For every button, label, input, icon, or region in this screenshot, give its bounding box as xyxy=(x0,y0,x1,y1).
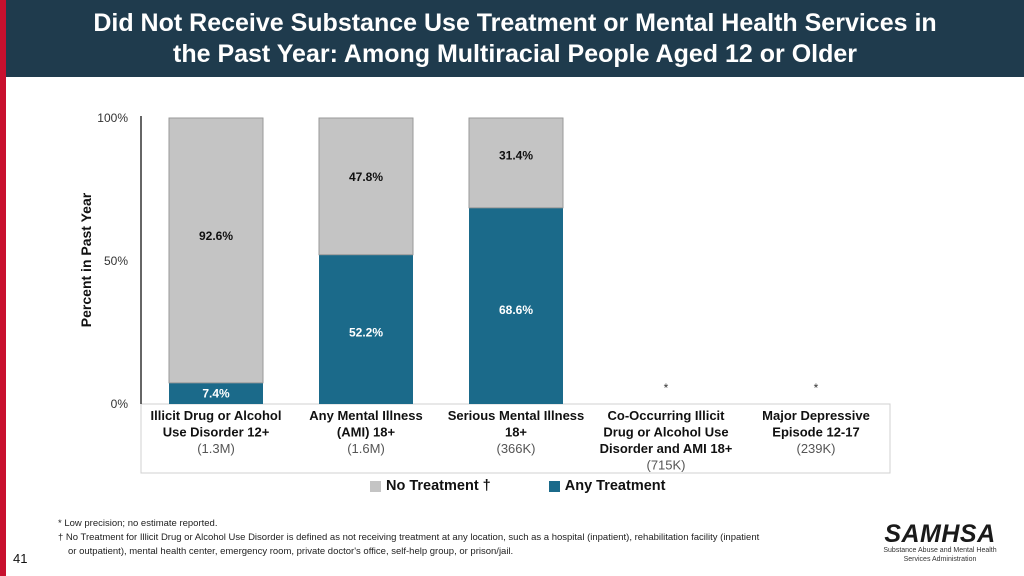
legend: No Treatment † Any Treatment xyxy=(370,478,665,494)
data-label-no-treatment: 47.8% xyxy=(349,170,383,184)
logo-wordmark: SAMHSA xyxy=(884,520,996,548)
x-category-n: (366K) xyxy=(496,441,535,456)
y-tick-label: 100% xyxy=(97,111,128,125)
x-category-n: (1.3M) xyxy=(197,441,235,456)
x-category-label: Any Mental Illness xyxy=(309,408,422,423)
legend-label-no-treatment: No Treatment † xyxy=(386,478,491,494)
samhsa-logo: SAMHSA Substance Abuse and Mental Health… xyxy=(880,522,1000,564)
x-category-n: (1.6M) xyxy=(347,441,385,456)
footnote-low-precision: * Low precision; no estimate reported. xyxy=(58,518,218,529)
x-category-label: 18+ xyxy=(505,425,527,440)
legend-item-no-treatment: No Treatment † xyxy=(370,478,491,494)
data-label-any-treatment: 68.6% xyxy=(499,303,533,317)
title-band: Did Not Receive Substance Use Treatment … xyxy=(6,0,1024,77)
bar-segment-any-treatment xyxy=(469,207,563,404)
low-precision-marker: * xyxy=(814,381,819,395)
x-category-label: Co-Occurring Illicit xyxy=(607,408,725,423)
bar-segment-no-treatment xyxy=(318,117,414,256)
legend-swatch-no-treatment xyxy=(370,480,381,492)
page-number: 41 xyxy=(13,551,28,566)
x-category-label: Serious Mental Illness xyxy=(448,408,585,423)
x-category-label: Drug or Alcohol Use xyxy=(603,425,728,440)
y-tick-label: 0% xyxy=(111,397,129,411)
data-label-no-treatment: 31.4% xyxy=(499,148,533,162)
y-axis-label: Percent in Past Year xyxy=(78,192,94,328)
bar-segment-any-treatment xyxy=(169,382,263,404)
footnotes: * Low precision; no estimate reported. †… xyxy=(58,517,858,559)
footnote-no-treatment-definition: † No Treatment for Illicit Drug or Alcoh… xyxy=(58,532,760,543)
x-category-label: Major Depressive xyxy=(762,408,870,423)
x-category-label: Episode 12-17 xyxy=(772,425,859,440)
data-label-any-treatment: 7.4% xyxy=(202,386,230,400)
y-tick-label: 50% xyxy=(104,254,128,268)
accent-bar xyxy=(0,0,6,576)
logo-subtitle-2: Services Administration xyxy=(903,556,977,563)
title-line-2: the Past Year: Among Multiracial People … xyxy=(173,39,857,68)
x-category-n: (715K) xyxy=(646,458,685,473)
legend-label-any-treatment: Any Treatment xyxy=(564,478,666,494)
x-category-n: (239K) xyxy=(796,441,835,456)
title-line-1: Did Not Receive Substance Use Treatment … xyxy=(93,8,937,37)
footnote-no-treatment-definition-cont: or outpatient), mental health center, em… xyxy=(68,546,514,557)
bar-segment-any-treatment xyxy=(319,254,413,404)
x-category-label: (AMI) 18+ xyxy=(337,425,396,440)
logo-subtitle-1: Substance Abuse and Mental Health xyxy=(883,547,997,554)
bar-segment-no-treatment xyxy=(168,117,264,384)
legend-item-any-treatment: Any Treatment xyxy=(548,478,666,494)
x-category-label: Disorder and AMI 18+ xyxy=(600,441,733,456)
data-label-any-treatment: 52.2% xyxy=(349,325,383,339)
legend-swatch-any-treatment xyxy=(548,480,560,492)
low-precision-marker: * xyxy=(664,381,669,395)
bar-segment-no-treatment xyxy=(468,117,564,209)
x-category-label: Illicit Drug or Alcohol xyxy=(151,408,282,423)
x-category-label: Use Disorder 12+ xyxy=(163,425,270,440)
data-label-no-treatment: 92.6% xyxy=(199,229,233,243)
